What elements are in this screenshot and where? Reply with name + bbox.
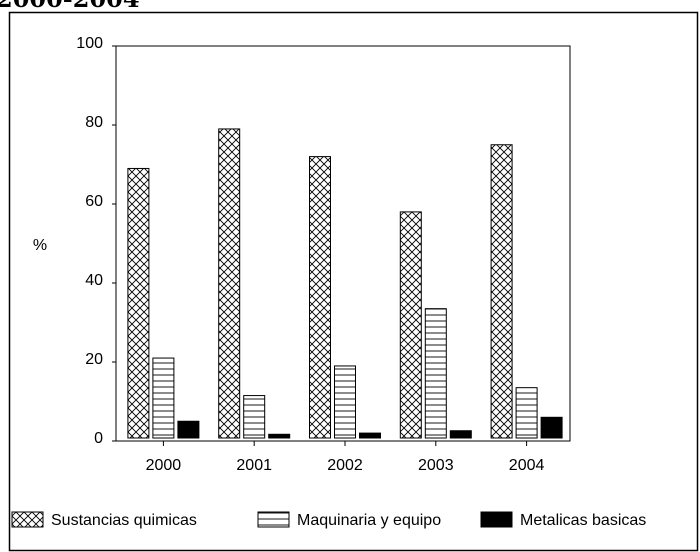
bar — [540, 416, 563, 439]
y-axis-label: % — [33, 237, 47, 254]
legend-label: Sustancias quimicas — [51, 512, 197, 529]
legend: Sustancias quimicas Maquinaria y equipo Me… — [11, 511, 646, 529]
bar — [268, 433, 291, 439]
bar — [359, 432, 381, 439]
axis-labels: 0 20 40 60 80 100% 2000 2001 2002 2003 2004 — [33, 35, 545, 474]
plot-area — [115, 45, 571, 442]
x-tick-label: 2003 — [418, 457, 454, 474]
bar — [127, 167, 150, 439]
x-tick-label: 2001 — [236, 457, 272, 474]
legend-swatch — [480, 511, 513, 528]
chart-title-clip: 2000-2004 — [0, 0, 700, 12]
legend-swatch — [257, 511, 290, 528]
x-tick-label: 2004 — [509, 457, 545, 474]
y-tick-label: 0 — [94, 430, 103, 447]
bar — [424, 308, 447, 439]
bars — [127, 128, 563, 439]
y-tick-label: 40 — [85, 272, 103, 289]
y-tick-label: 20 — [85, 351, 103, 368]
y-tick-label: 80 — [85, 114, 103, 131]
bar — [218, 128, 241, 439]
x-tick-label: 2002 — [327, 457, 363, 474]
x-tick-label: 2000 — [146, 457, 182, 474]
chart-title: 2000-2004 — [0, 0, 140, 12]
legend-label: Metalicas basicas — [520, 512, 646, 529]
axes — [112, 45, 571, 446]
chart-frame — [8, 11, 699, 552]
y-tick-label: 100 — [76, 35, 103, 52]
bar — [243, 395, 266, 439]
bar — [334, 365, 356, 439]
legend-swatch — [11, 511, 44, 528]
bar — [309, 156, 331, 439]
y-tick-label: 60 — [85, 193, 103, 210]
bar — [490, 144, 513, 439]
bar — [177, 420, 200, 439]
bar — [152, 357, 175, 439]
bar — [399, 211, 422, 439]
legend-label: Maquinaria y equipo — [297, 512, 441, 529]
bar — [515, 387, 538, 439]
bar — [449, 430, 472, 439]
